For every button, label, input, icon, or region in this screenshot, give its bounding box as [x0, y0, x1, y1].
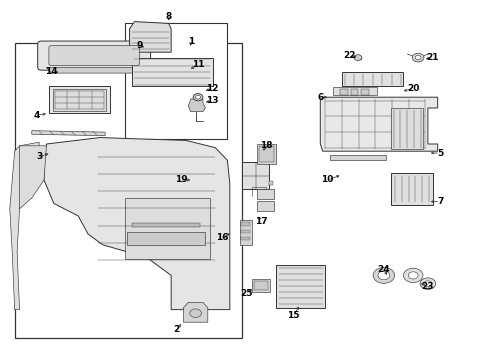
Circle shape — [419, 278, 435, 289]
Bar — [254, 281, 267, 290]
Text: 24: 24 — [377, 266, 389, 274]
Polygon shape — [132, 223, 200, 227]
Bar — [390, 173, 432, 205]
Polygon shape — [183, 302, 207, 322]
Circle shape — [193, 94, 203, 101]
Polygon shape — [32, 131, 105, 136]
Text: 5: 5 — [436, 149, 442, 158]
Text: 3: 3 — [36, 152, 42, 161]
Bar — [15, 43, 242, 338]
Text: 25: 25 — [240, 289, 253, 298]
Text: 6: 6 — [317, 93, 323, 102]
Text: 13: 13 — [206, 96, 219, 105]
Text: 10: 10 — [321, 175, 333, 184]
Text: 16: 16 — [216, 233, 228, 242]
Text: 8: 8 — [165, 12, 171, 21]
Circle shape — [195, 95, 200, 99]
Polygon shape — [20, 146, 46, 209]
Bar — [241, 230, 250, 233]
Polygon shape — [320, 97, 437, 151]
Bar — [239, 220, 251, 245]
Bar — [242, 162, 268, 189]
Bar — [361, 89, 368, 94]
Polygon shape — [188, 99, 205, 112]
Bar — [124, 198, 210, 259]
Text: 2: 2 — [173, 325, 179, 334]
FancyBboxPatch shape — [38, 41, 150, 70]
Text: 9: 9 — [136, 40, 142, 49]
Bar — [259, 146, 273, 162]
Circle shape — [353, 55, 361, 60]
Bar — [251, 279, 270, 292]
Text: 17: 17 — [255, 217, 267, 226]
Bar — [350, 89, 358, 94]
Bar — [276, 265, 325, 308]
Bar — [241, 237, 250, 240]
Bar — [124, 23, 227, 139]
Text: 19: 19 — [174, 175, 187, 184]
Bar — [390, 108, 422, 149]
Circle shape — [403, 268, 422, 283]
Polygon shape — [354, 57, 360, 59]
Bar — [256, 201, 274, 211]
Bar — [339, 89, 347, 94]
Bar — [329, 155, 386, 160]
Circle shape — [407, 272, 417, 279]
Text: 22: 22 — [343, 51, 355, 60]
Polygon shape — [127, 232, 205, 245]
Bar — [268, 181, 272, 185]
Text: 21: 21 — [426, 53, 438, 62]
Text: 23: 23 — [421, 282, 433, 291]
Bar — [241, 222, 250, 226]
Bar — [53, 89, 106, 111]
Circle shape — [189, 309, 201, 318]
Text: 14: 14 — [45, 68, 58, 77]
Text: 4: 4 — [33, 111, 40, 120]
FancyBboxPatch shape — [49, 46, 139, 66]
Text: 18: 18 — [260, 141, 272, 150]
Bar — [256, 189, 274, 199]
Polygon shape — [44, 138, 229, 310]
Bar — [132, 58, 212, 86]
Polygon shape — [129, 22, 171, 52]
Circle shape — [423, 281, 431, 287]
Circle shape — [377, 271, 389, 280]
Text: 12: 12 — [206, 84, 219, 93]
Text: 7: 7 — [436, 197, 443, 206]
Text: 15: 15 — [286, 310, 299, 320]
Text: 11: 11 — [191, 60, 204, 69]
Circle shape — [372, 267, 394, 283]
Circle shape — [414, 55, 420, 60]
Polygon shape — [46, 67, 142, 73]
Circle shape — [411, 53, 423, 62]
Text: 1: 1 — [187, 37, 193, 46]
Bar — [49, 86, 110, 113]
Bar — [342, 72, 403, 86]
Bar — [332, 87, 376, 95]
Polygon shape — [10, 142, 39, 310]
Text: 20: 20 — [406, 84, 419, 93]
Bar — [256, 144, 276, 164]
